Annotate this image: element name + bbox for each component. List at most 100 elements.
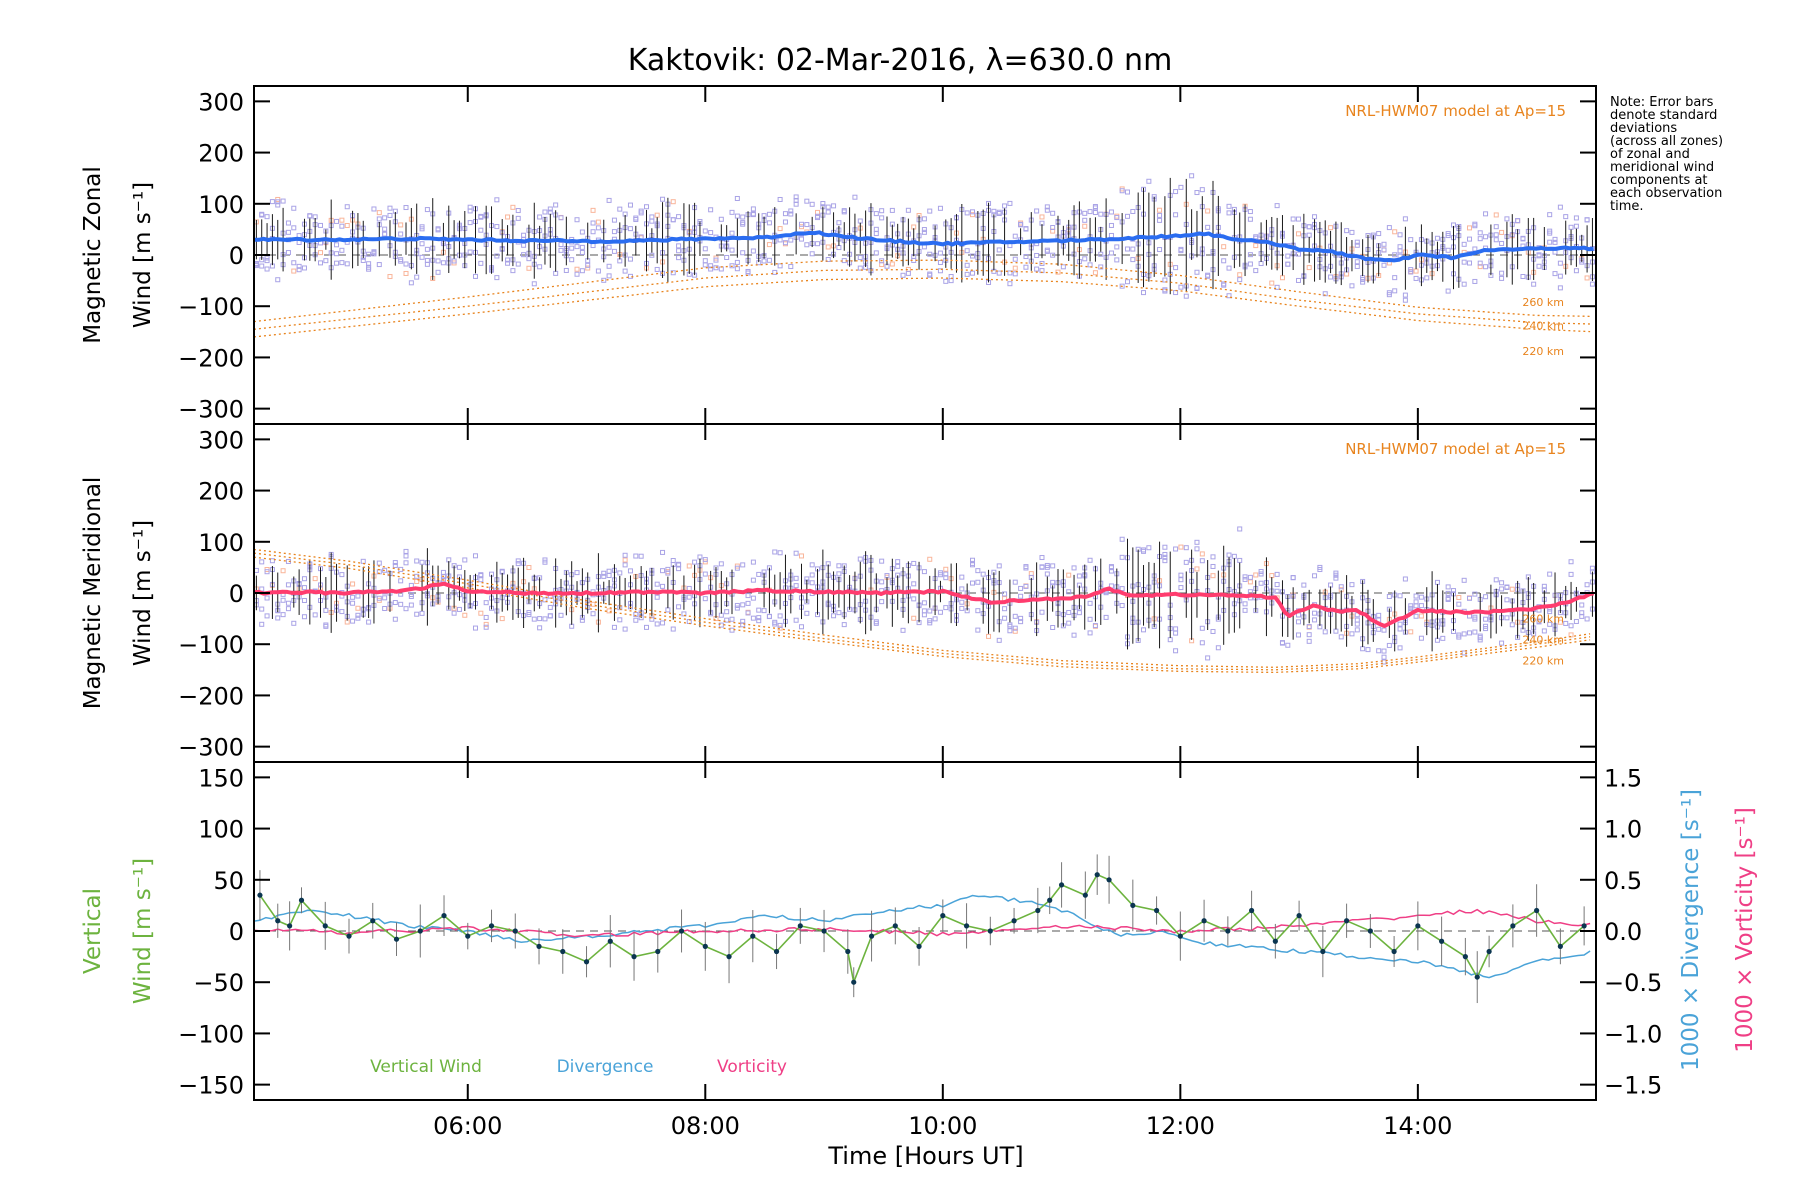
- zone-point: [601, 573, 607, 579]
- zone-point: [521, 232, 527, 238]
- zone-point: [1536, 252, 1542, 258]
- zone-point: [515, 215, 521, 221]
- zone-point: [1493, 224, 1499, 230]
- model-altitude-label: 240 km: [1522, 633, 1564, 646]
- zone-point: [1381, 654, 1387, 660]
- zone-point: [1002, 591, 1008, 597]
- zone-point: [879, 258, 885, 264]
- model-altitude-label: 220 km: [1522, 345, 1564, 358]
- zone-point: [456, 564, 462, 570]
- zone-point: [1039, 555, 1045, 561]
- zone-point: [1012, 579, 1018, 585]
- zone-point: [889, 261, 895, 267]
- zone-point: [355, 605, 361, 611]
- zone-point: [921, 600, 927, 606]
- zone-point: [1279, 640, 1285, 646]
- zone-point: [1483, 626, 1489, 632]
- zone-point: [932, 616, 938, 622]
- zone-point: [964, 262, 970, 268]
- zone-point: [921, 227, 927, 233]
- zone-point: [1445, 231, 1451, 237]
- zone-point: [376, 262, 382, 268]
- zone-point: [1039, 564, 1045, 570]
- zone-point: [702, 596, 708, 602]
- vertical-wind-point: [370, 918, 376, 924]
- y-tick-label: 100: [198, 191, 244, 219]
- zone-point: [547, 613, 553, 619]
- zone-point: [344, 619, 350, 625]
- zone-point: [734, 259, 740, 265]
- zone-point: [1285, 642, 1291, 648]
- zone-point: [1552, 236, 1558, 242]
- error-bar-note: Note: Error bars denote standard deviati…: [1610, 96, 1790, 213]
- zone-point: [702, 557, 708, 563]
- zone-point: [879, 215, 885, 221]
- zone-point: [1584, 582, 1590, 588]
- zone-point: [1178, 248, 1184, 254]
- zone-point: [745, 593, 751, 599]
- zone-point: [996, 247, 1002, 253]
- zone-point: [627, 226, 633, 232]
- zone-point: [766, 257, 772, 263]
- zone-point: [296, 263, 302, 269]
- vertical-wind-point: [916, 943, 922, 949]
- zone-point: [1092, 205, 1098, 211]
- zone-point: [1568, 623, 1574, 629]
- zone-point: [654, 594, 660, 600]
- zone-point: [1408, 237, 1414, 243]
- zone-point: [831, 203, 837, 209]
- zone-point: [323, 258, 329, 264]
- zone-point: [1018, 619, 1024, 625]
- zone-point: [376, 595, 382, 601]
- zone-point: [579, 249, 585, 255]
- zone-point: [964, 248, 970, 254]
- zone-point: [948, 278, 954, 284]
- zone-point: [601, 570, 607, 576]
- zone-point: [1034, 252, 1040, 258]
- zone-point: [750, 595, 756, 601]
- zone-point: [1247, 574, 1253, 580]
- vertical-wind-point: [536, 943, 542, 949]
- zone-point: [836, 220, 842, 226]
- zone-point: [702, 246, 708, 252]
- zone-point: [1242, 607, 1248, 613]
- y-axis-label-line-2: Wind [m s⁻¹]: [130, 858, 156, 1004]
- zone-point: [804, 222, 810, 228]
- zone-point: [734, 605, 740, 611]
- zone-point: [1402, 216, 1408, 222]
- zone-point: [815, 241, 821, 247]
- zone-point: [1296, 216, 1302, 222]
- zone-point: [1205, 224, 1211, 230]
- zone-point: [291, 260, 297, 266]
- zone-point: [959, 574, 965, 580]
- model-curve-260km: [253, 548, 1591, 668]
- zone-point: [1124, 246, 1130, 252]
- zone-point: [622, 562, 628, 568]
- zone-point: [1381, 648, 1387, 654]
- zone-point: [1007, 243, 1013, 249]
- y2-tick-label: 1.0: [1604, 816, 1642, 844]
- vertical-wind-point: [750, 933, 756, 939]
- zone-point: [1499, 240, 1505, 246]
- zone-point: [740, 562, 746, 568]
- zone-point: [1012, 256, 1018, 262]
- zone-point: [1007, 281, 1013, 287]
- zone-point: [660, 568, 666, 574]
- zone-point: [740, 602, 746, 608]
- zone-point: [1237, 557, 1243, 563]
- zone-point: [1306, 638, 1312, 644]
- zone-point: [611, 217, 617, 223]
- zone-point: [750, 615, 756, 621]
- zone-point: [1509, 586, 1515, 592]
- zone-point: [1012, 271, 1018, 277]
- zone-point: [975, 608, 981, 614]
- zone-point: [515, 558, 521, 564]
- zone-point: [1499, 586, 1505, 592]
- zone-point: [1108, 568, 1114, 574]
- zone-point: [911, 581, 917, 587]
- zone-point: [1130, 246, 1136, 252]
- zone-point: [1434, 235, 1440, 241]
- zone-point: [1092, 270, 1098, 276]
- zone-point: [1296, 251, 1302, 257]
- zone-point: [531, 281, 537, 287]
